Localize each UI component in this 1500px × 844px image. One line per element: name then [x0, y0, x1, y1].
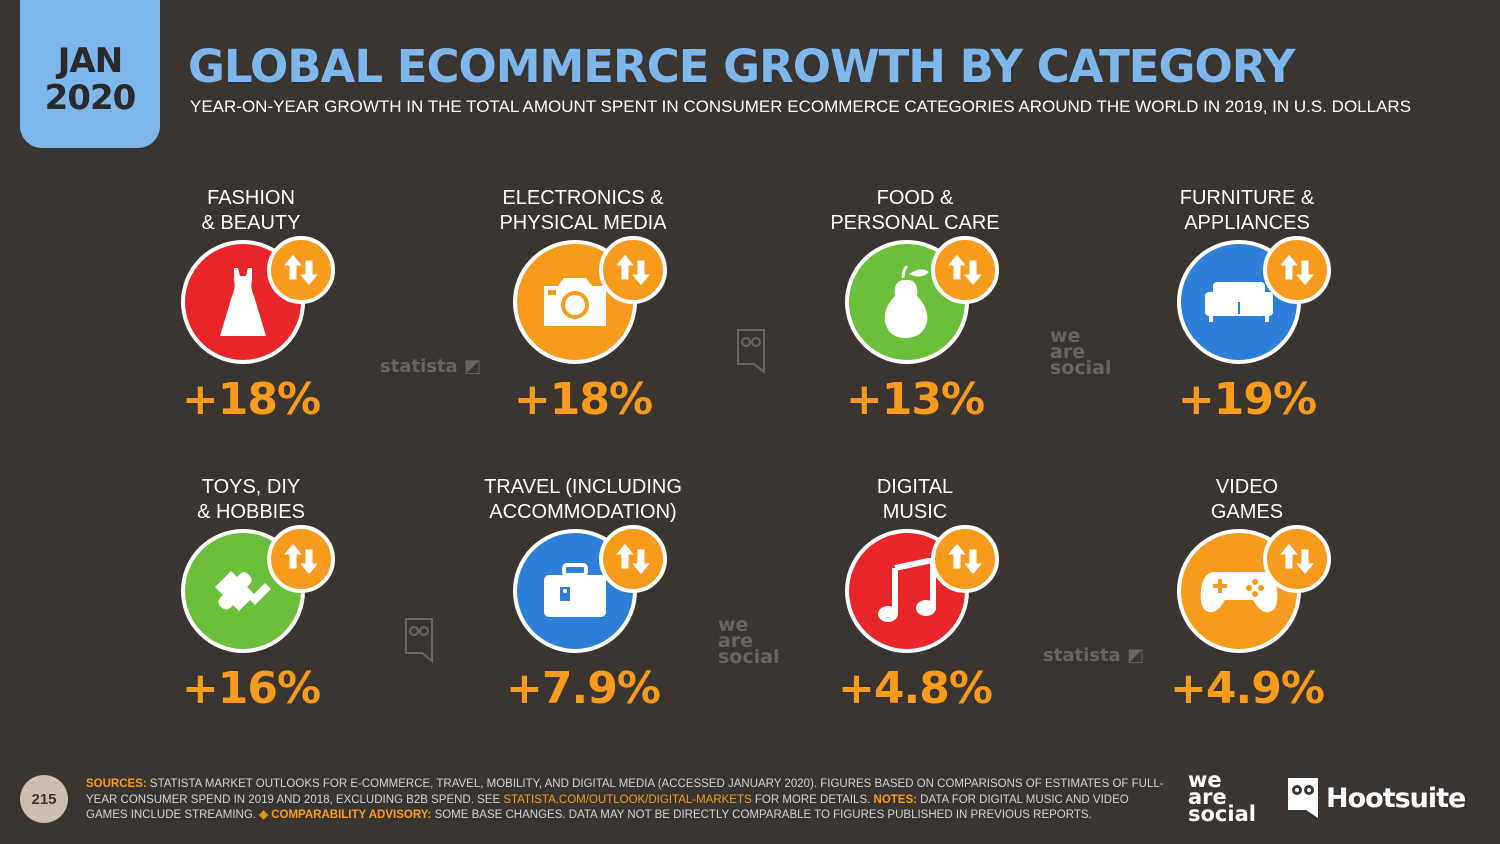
- date-month: JAN: [57, 41, 123, 81]
- category-card-music: DIGITAL MUSIC +4.8%: [785, 475, 1045, 735]
- category-label: ELECTRONICS & PHYSICAL MEDIA: [499, 187, 667, 234]
- statista-watermark-text: statista: [1043, 645, 1121, 666]
- category-card-travel: TRAVEL (INCLUDING ACCOMMODATION) +7.9%: [453, 475, 713, 735]
- wearesocial-logo: we are social: [1188, 768, 1256, 826]
- category-card-fashion: FASHION & BEAUTY +18%: [121, 186, 381, 446]
- camera-icon: [544, 278, 606, 326]
- category-card-furniture: FURNITURE & APPLIANCES +19%: [1117, 186, 1377, 446]
- owl-watermark-icon: [404, 617, 434, 667]
- sources-text: STATISTA MARKET OUTLOOKS FOR E-COMMERCE,…: [86, 778, 1164, 806]
- sources-link[interactable]: STATISTA.COM/OUTLOOK/DIGITAL-MARKETS: [503, 793, 752, 806]
- growth-arrows-icon: [267, 525, 335, 593]
- sofa-icon: [1205, 282, 1273, 322]
- logo-we: we: [1188, 768, 1222, 792]
- dress-icon: [220, 268, 266, 336]
- category-label: VIDEO GAMES: [1210, 476, 1284, 523]
- growth-arrows-icon: [1263, 236, 1331, 304]
- growth-arrows-icon: [1263, 525, 1331, 593]
- category-value: +18%: [181, 374, 321, 425]
- watermark-are: are: [718, 630, 754, 652]
- watermark-social: social: [718, 646, 780, 668]
- music-note-icon: [878, 558, 936, 622]
- watermark-social: social: [1050, 357, 1112, 379]
- growth-arrows-icon: [599, 236, 667, 304]
- footer-sources: SOURCES: STATISTA MARKET OUTLOOKS FOR E-…: [86, 777, 1166, 824]
- wearesocial-watermark: we are social: [1050, 325, 1112, 379]
- category-value: +7.9%: [506, 663, 661, 714]
- pear-icon: [884, 264, 929, 338]
- hootsuite-logo: Hootsuite: [1286, 776, 1466, 820]
- statista-watermark: statista ◩: [380, 356, 481, 377]
- category-card-games: VIDEO GAMES +4.9%: [1117, 475, 1377, 735]
- category-circle: [181, 529, 305, 653]
- category-card-food: FOOD & PERSONAL CARE +13%: [785, 186, 1045, 446]
- growth-arrows-icon: [931, 236, 999, 304]
- category-value: +19%: [1177, 374, 1317, 425]
- page-subtitle: YEAR-ON-YEAR GROWTH IN THE TOTAL AMOUNT …: [190, 97, 1412, 116]
- category-value: +18%: [513, 374, 653, 425]
- category-value: +4.9%: [1170, 663, 1325, 714]
- logo-social: social: [1188, 802, 1256, 826]
- logo-are: are: [1188, 785, 1227, 809]
- category-value: +13%: [845, 374, 985, 425]
- category-label: TRAVEL (INCLUDING ACCOMMODATION): [484, 476, 682, 523]
- category-label: TOYS, DIY & HOBBIES: [197, 476, 305, 523]
- statista-watermark: statista ◩: [1043, 645, 1144, 666]
- sources-after-link: FOR MORE DETAILS.: [751, 793, 874, 806]
- category-value: +4.8%: [838, 663, 993, 714]
- sources-label: SOURCES:: [86, 778, 147, 790]
- category-value: +16%: [181, 663, 321, 714]
- watermark-we: we: [718, 614, 749, 636]
- notes-text: DATA FOR DIGITAL MUSIC AND VIDEO GAMES I…: [86, 793, 1129, 822]
- wearesocial-watermark: we are social: [718, 614, 780, 668]
- category-label: FASHION & BEAUTY: [201, 187, 301, 234]
- statista-watermark-text: statista: [380, 356, 458, 377]
- advisory-text: SOME BASE CHANGES. DATA MAY NOT BE DIREC…: [431, 809, 1092, 821]
- puzzle-icon: [215, 571, 271, 611]
- hootsuite-wordmark: Hootsuite: [1326, 782, 1466, 814]
- growth-arrows-icon: [267, 236, 335, 304]
- category-card-electronics: ELECTRONICS & PHYSICAL MEDIA +18%: [453, 186, 713, 446]
- category-circle: [513, 240, 637, 364]
- growth-arrows-icon: [599, 525, 667, 593]
- category-label: DIGITAL MUSIC: [876, 476, 954, 523]
- date-year: 2020: [44, 78, 137, 118]
- category-circle: [1177, 240, 1301, 364]
- category-label: FURNITURE & APPLIANCES: [1179, 187, 1315, 234]
- category-label: FOOD & PERSONAL CARE: [830, 187, 1000, 234]
- advisory-label: ◈ COMPARABILITY ADVISORY:: [259, 809, 432, 821]
- owl-icon: [1288, 778, 1318, 818]
- gamepad-icon: [1200, 572, 1278, 613]
- watermark-are: are: [1050, 341, 1086, 363]
- page-number: 215: [20, 775, 68, 823]
- notes-label: NOTES:: [873, 793, 917, 806]
- category-circle: [845, 240, 969, 364]
- suitcase-icon: [544, 563, 606, 617]
- category-card-toys: TOYS, DIY & HOBBIES +16%: [121, 475, 381, 735]
- page-title: GLOBAL ECOMMERCE GROWTH BY CATEGORY: [188, 40, 1295, 93]
- date-badge: JAN 2020: [20, 0, 160, 148]
- growth-arrows-icon: [931, 525, 999, 593]
- category-circle: [1177, 529, 1301, 653]
- owl-watermark-icon: [736, 328, 766, 378]
- watermark-we: we: [1050, 325, 1081, 347]
